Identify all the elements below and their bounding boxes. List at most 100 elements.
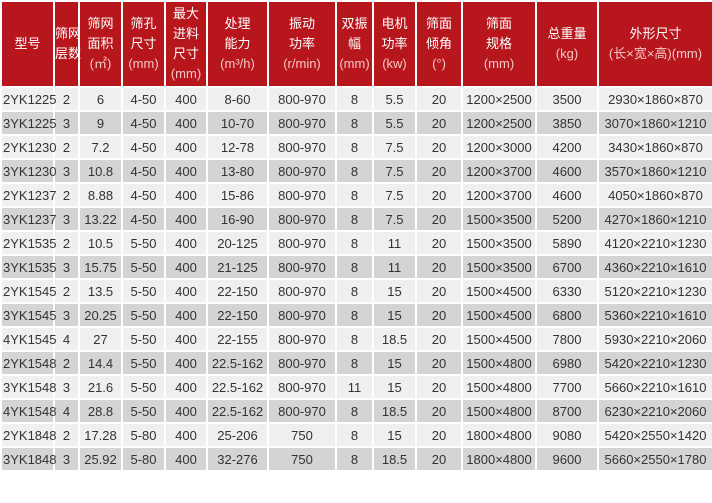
cell-capacity: 22.5-162 — [206, 398, 269, 424]
cell-aperture: 5-50 — [121, 374, 166, 400]
cell-area: 13.5 — [78, 278, 123, 304]
cell-aperture: 4-50 — [121, 206, 166, 232]
cell-max-feed: 400 — [164, 446, 208, 472]
cell-angle: 20 — [415, 302, 463, 328]
cell-model: 3YK1237 — [0, 206, 57, 232]
table-row: 3YK1545 3 20.25 5-50 400 22-150 800-970 8 15 20 15… — [0, 302, 712, 328]
cell-dimensions: 3430×1860×870 — [597, 134, 712, 160]
cell-motor-power: 7.5 — [372, 206, 417, 232]
cell-angle: 20 — [415, 254, 463, 280]
table-row: 2YK1225 2 6 4-50 400 8-60 800-970 8 5.5 20 1200×25… — [0, 86, 712, 112]
header-unit: (mm) — [483, 56, 515, 71]
table-row: 3YK1848 3 25.92 5-80 400 32-276 750 8 18.5 20 1800… — [0, 446, 712, 472]
cell-vibration: 800-970 — [267, 374, 337, 400]
cell-deck-size: 1500×4500 — [461, 278, 537, 304]
cell-layers: 3 — [53, 206, 80, 232]
cell-vibration: 800-970 — [267, 326, 337, 352]
cell-amplitude: 8 — [335, 422, 374, 448]
cell-dimensions: 5420×2210×1230 — [597, 350, 712, 376]
cell-max-feed: 400 — [164, 422, 208, 448]
cell-layers: 2 — [53, 86, 80, 112]
cell-aperture: 5-80 — [121, 446, 166, 472]
header-row: 型号 筛网 层数 筛网 面积 (㎡) 筛孔 尺寸 (mm) 最大 进料 尺寸 (mm) 处理 能力 (m³/h… — [0, 0, 712, 88]
cell-motor-power: 11 — [372, 230, 417, 256]
cell-area: 25.92 — [78, 446, 123, 472]
cell-capacity: 22-150 — [206, 278, 269, 304]
cell-aperture: 5-50 — [121, 230, 166, 256]
cell-weight: 7800 — [535, 326, 599, 352]
cell-vibration: 800-970 — [267, 350, 337, 376]
cell-weight: 8700 — [535, 398, 599, 424]
cell-layers: 3 — [53, 302, 80, 328]
cell-angle: 20 — [415, 398, 463, 424]
cell-motor-power: 18.5 — [372, 398, 417, 424]
cell-angle: 20 — [415, 278, 463, 304]
cell-layers: 3 — [53, 110, 80, 136]
cell-amplitude: 8 — [335, 110, 374, 136]
cell-layers: 3 — [53, 374, 80, 400]
cell-amplitude: 8 — [335, 206, 374, 232]
header-label: 双振 — [341, 16, 368, 31]
header-label: 功率 — [381, 36, 408, 51]
header-amplitude: 双振幅 (mm) — [335, 0, 374, 88]
header-unit: (mm) — [170, 66, 202, 81]
cell-max-feed: 400 — [164, 230, 208, 256]
header-unit: (长×宽×高)(mm) — [608, 46, 703, 61]
header-label: 筛网 — [87, 16, 114, 31]
header-label: 尺寸 — [130, 36, 157, 51]
cell-area: 17.28 — [78, 422, 123, 448]
cell-layers: 2 — [53, 278, 80, 304]
cell-motor-power: 5.5 — [372, 86, 417, 112]
cell-layers: 2 — [53, 182, 80, 208]
cell-aperture: 5-50 — [121, 278, 166, 304]
cell-motor-power: 18.5 — [372, 326, 417, 352]
cell-area: 28.8 — [78, 398, 123, 424]
cell-model: 3YK1548 — [0, 374, 57, 400]
cell-amplitude: 8 — [335, 182, 374, 208]
cell-max-feed: 400 — [164, 86, 208, 112]
cell-weight: 5890 — [535, 230, 599, 256]
cell-layers: 3 — [53, 158, 80, 184]
cell-weight: 3500 — [535, 86, 599, 112]
table-row: 2YK1535 2 10.5 5-50 400 20-125 800-970 8 11 20 150… — [0, 230, 712, 256]
header-layers: 筛网 层数 — [53, 0, 81, 88]
header-aperture: 筛孔 尺寸 (mm) — [121, 0, 166, 88]
cell-max-feed: 400 — [164, 158, 208, 184]
cell-motor-power: 7.5 — [372, 158, 417, 184]
header-unit: (m³/h) — [220, 56, 255, 71]
cell-motor-power: 15 — [372, 302, 417, 328]
cell-dimensions: 6230×2210×2060 — [597, 398, 712, 424]
cell-model: 3YK1545 — [0, 302, 57, 328]
header-label: 最大 — [172, 6, 199, 21]
header-label: 筛孔 — [130, 16, 157, 31]
cell-dimensions: 4050×1860×870 — [597, 182, 712, 208]
cell-max-feed: 400 — [164, 302, 208, 328]
header-unit: (mm) — [339, 56, 370, 71]
cell-weight: 7700 — [535, 374, 599, 400]
cell-amplitude: 8 — [335, 158, 374, 184]
cell-angle: 20 — [415, 206, 463, 232]
cell-model: 4YK1545 — [0, 326, 57, 352]
cell-angle: 20 — [415, 230, 463, 256]
cell-layers: 4 — [53, 326, 80, 352]
cell-dimensions: 5930×2210×2060 — [597, 326, 712, 352]
cell-dimensions: 5120×2210×1230 — [597, 278, 712, 304]
cell-model: 2YK1225 — [0, 86, 57, 112]
cell-vibration: 800-970 — [267, 254, 337, 280]
cell-deck-size: 1800×4800 — [461, 446, 537, 472]
cell-capacity: 22.5-162 — [206, 350, 269, 376]
cell-model: 2YK1535 — [0, 230, 57, 256]
cell-vibration: 800-970 — [267, 398, 337, 424]
cell-angle: 20 — [415, 134, 463, 160]
cell-amplitude: 8 — [335, 326, 374, 352]
header-label: 外形尺寸 — [629, 26, 682, 41]
header-label: 倾角 — [425, 36, 452, 51]
cell-deck-size: 1200×3000 — [461, 134, 537, 160]
header-deck-size: 筛面 规格 (mm) — [461, 0, 537, 88]
header-unit: (°) — [432, 56, 446, 71]
table-row: 4YK1548 4 28.8 5-50 400 22.5-162 800-970 8 18.5 2… — [0, 398, 712, 424]
table-row: 2YK1237 2 8.88 4-50 400 15-86 800-970 8 7.5 20 120… — [0, 182, 712, 208]
cell-capacity: 13-80 — [206, 158, 269, 184]
cell-vibration: 800-970 — [267, 182, 337, 208]
cell-angle: 20 — [415, 446, 463, 472]
